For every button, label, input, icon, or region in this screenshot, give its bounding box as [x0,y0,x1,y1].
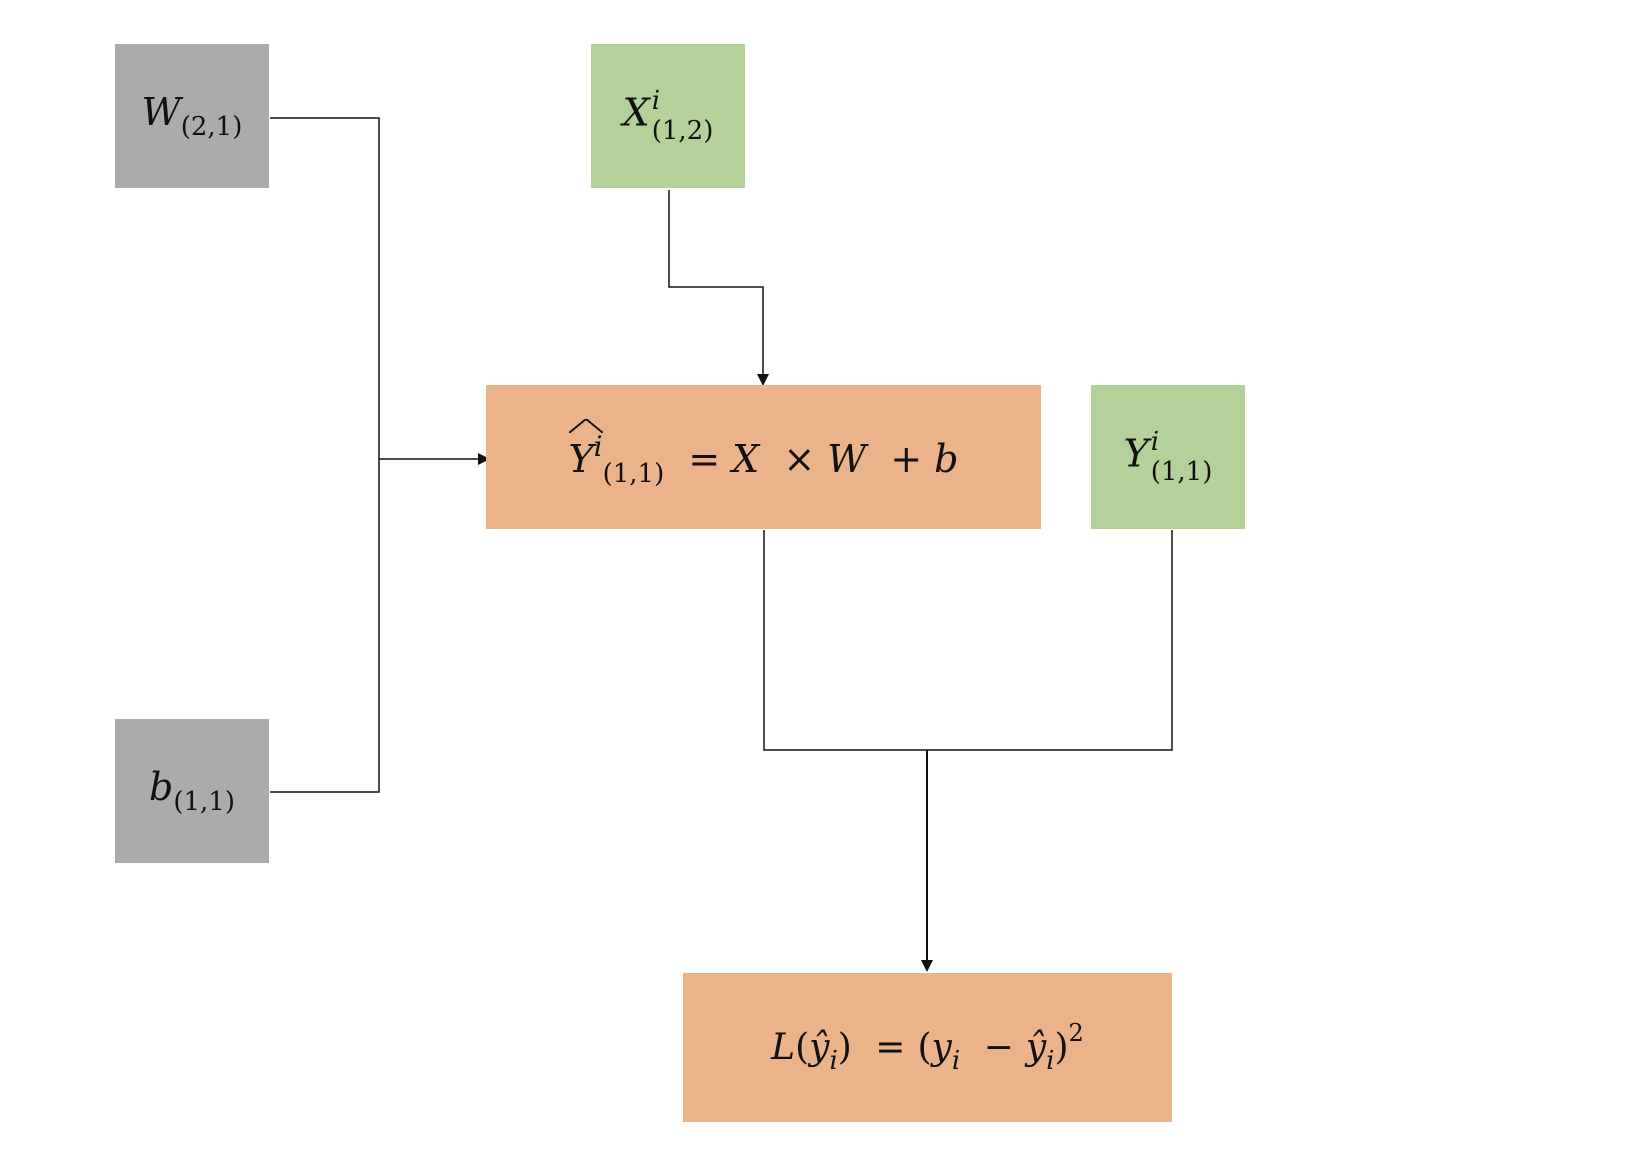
loss-arg-yhat: ŷ [809,1027,830,1068]
prediction-b: b [934,437,959,481]
bias-symbol: b [149,764,174,809]
weight-label: W(2,1) [142,93,243,140]
target-y-symbol: Y [1123,431,1149,476]
bias-label: b(1,1) [149,768,235,815]
prediction-x: X [732,437,760,481]
prediction-index: i [593,430,603,463]
loss-y: y [931,1027,952,1068]
target-y-index: i [1150,427,1160,457]
loss-exponent: 2 [1068,1019,1084,1047]
target-y-dims: (1,1) [1150,457,1213,487]
prediction-formula: Yi(1,1) = X × W + b [568,419,959,489]
loss-y-index: i [951,1046,961,1076]
bias-node: b(1,1) [115,719,269,863]
input-x-symbol: X [622,90,650,135]
loss-paren-close: ) [837,1027,852,1068]
loss-node: L(ŷi) = (yi − ŷi)2 [683,973,1172,1122]
prediction-dims: (1,1) [602,459,665,489]
loss-yhat-index: i [1046,1046,1055,1076]
input-x-index: i [651,86,661,116]
w-connector [270,117,380,459]
weight-node: W(2,1) [115,44,269,188]
prediction-symbol: Y [568,437,594,481]
loss-formula: L(ŷi) = (yi − ŷi)2 [771,1021,1084,1074]
prediction-hat: Yi [568,419,603,481]
loss-rhs-paren-close: ) [1054,1027,1069,1068]
prediction-plus: + [890,437,923,481]
weight-symbol: W [141,89,181,134]
bias-dims: (1,1) [173,786,235,817]
x-to-prediction-arrow [668,190,769,386]
loss-equals: = [875,1027,906,1068]
input-x-dims: (1,2) [651,116,714,146]
loss-rhs-paren-open: ( [917,1027,932,1068]
prediction-equals: = [688,437,721,481]
loss-yhat: ŷ [1025,1027,1047,1068]
loss-symbol: L [771,1027,796,1068]
b-connector [270,459,380,793]
loss-paren-open: ( [795,1027,810,1068]
loss-arg-index: i [829,1046,838,1076]
prediction-connector [763,530,1173,751]
prediction-w: W [827,437,867,481]
prediction-node: Yi(1,1) = X × W + b [486,385,1041,529]
weight-dims: (2,1) [180,111,243,142]
loss-minus: − [983,1027,1014,1068]
prediction-times: × [783,437,816,481]
